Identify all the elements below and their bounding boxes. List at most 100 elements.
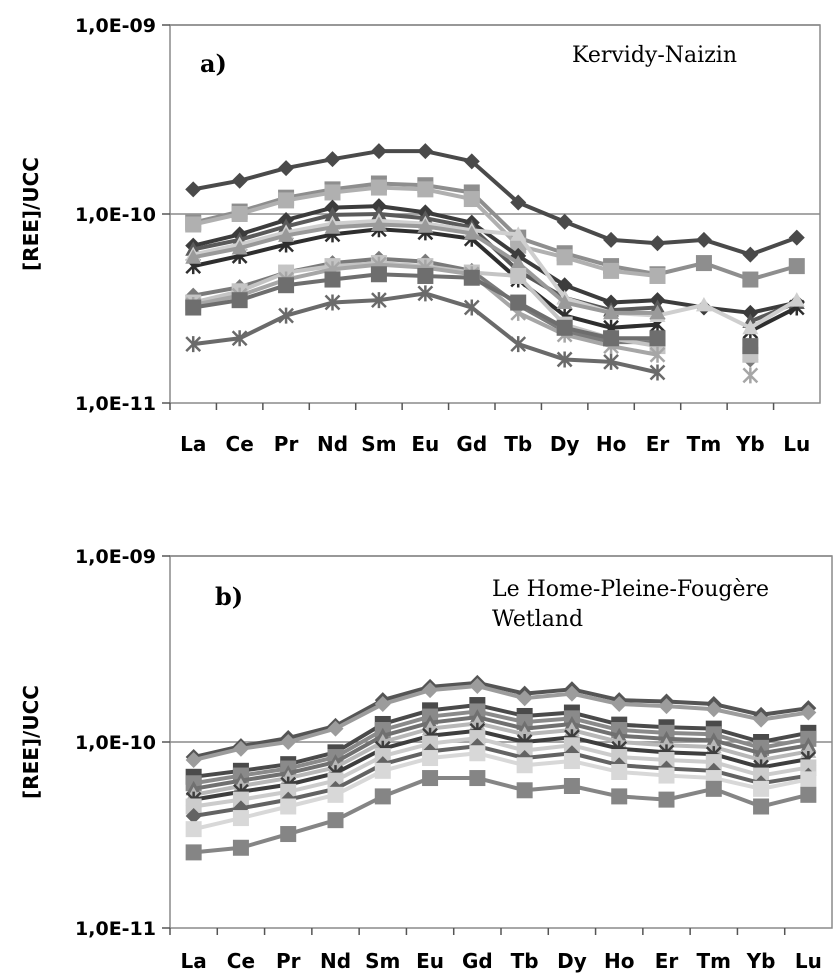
chart-a-data-point [463, 269, 480, 286]
chart-b-series-10 [185, 745, 817, 838]
chart-a-series-12 [185, 266, 759, 355]
chart-a-data-point [649, 267, 666, 284]
chart-a-data-point [417, 143, 434, 160]
chart-a-series-8 [185, 216, 666, 320]
chart-b-data-point [374, 748, 391, 765]
chart-b-data-point [705, 754, 722, 771]
chart-a-data-point [417, 285, 434, 302]
chart-a-data-point [788, 229, 805, 246]
chart-a-x-tick-label: Tb [504, 432, 532, 456]
chart-b-data-point [422, 682, 439, 699]
chart-a-data-point [463, 225, 480, 240]
chart-b-data-point [658, 791, 675, 808]
chart-b-y-tick-label: 1,0E-10 [75, 732, 156, 754]
chart-a-data-point [603, 262, 620, 279]
chart-a-data-point [371, 292, 387, 309]
chart-b-y-tick-label: 1,0E-09 [75, 546, 156, 568]
chart-b-x-tick-label: Gd [462, 949, 493, 973]
chart-a-data-point [278, 192, 295, 209]
chart-a-data-point [324, 206, 341, 222]
chart-a-data-point [603, 304, 620, 320]
chart-a-data-point [278, 160, 295, 177]
chart-a-data-point [510, 255, 527, 270]
chart-b-x-tick-label: Er [655, 949, 679, 973]
chart-b-data-point [469, 730, 486, 747]
chart-b-x-tick-label: Lu [795, 949, 822, 973]
chart-a-data-point [417, 181, 434, 198]
chart-a-data-point [278, 277, 295, 294]
chart-b-data-point [516, 757, 533, 774]
chart-a: 1,0E-11 1,0E-10 1,0E-09 La Ce Pr Nd Sm Eu Gd Tb Dy H… [19, 15, 821, 456]
chart-a-x-tick-label: Ho [596, 432, 626, 456]
chart-a-data-point [324, 184, 341, 201]
chart-a-data-point [417, 218, 434, 233]
chart-b-data-point [658, 698, 675, 715]
chart-a-data-point [231, 172, 248, 189]
chart-b-data-point [658, 752, 675, 769]
chart-b-series-line [193, 728, 809, 802]
chart-b-data-point [800, 786, 817, 803]
chart-b-x-tick-label: Tb [511, 949, 539, 973]
chart-a-x-tick-label: Yb [735, 432, 765, 456]
chart-a-data-point [278, 307, 294, 324]
chart-b-data-point [611, 696, 628, 713]
chart-a-x-tick-label: Tm [687, 432, 721, 456]
chart-b-data-point [185, 808, 202, 825]
chart-a-data-point [324, 271, 341, 288]
chart-a-x-tick-label: Sm [361, 432, 396, 456]
chart-b-x-tick-label: Ce [227, 949, 255, 973]
chart-b-data-point [327, 786, 344, 803]
chart-b-data-point [516, 690, 533, 707]
chart-a-data-point [231, 206, 248, 222]
chart-b-data-point [800, 704, 817, 721]
chart-a-data-point [556, 213, 573, 230]
chart-a-series-line [192, 149, 798, 257]
chart-a-y-axis-label: [REE]/UCC [19, 157, 43, 271]
chart-b-data-point [374, 762, 391, 779]
chart-b-x-tick-label: Dy [557, 949, 587, 973]
chart-a-data-point [788, 292, 805, 307]
chart-a-data-point [185, 181, 202, 198]
chart-b-x-tick-label: Eu [416, 949, 444, 973]
chart-a-data-point [742, 367, 759, 384]
chart-a-data-point [231, 330, 248, 347]
chart-b-site-annotation: Wetland [492, 607, 583, 632]
chart-a-data-point [603, 231, 620, 248]
chart-a-data-point [370, 179, 387, 196]
chart-b-data-point [185, 821, 202, 838]
chart-a-data-point [556, 294, 573, 309]
chart-b-data-point [185, 844, 202, 861]
chart-b-data-point [185, 752, 202, 769]
chart-b-y-axis-label: [REE]/UCC [19, 685, 43, 799]
chart-b-x-tick-label: Ho [604, 949, 634, 973]
chart-b-series-11 [185, 770, 817, 861]
chart-b-series-2 [185, 678, 817, 769]
chart-a-data-point [649, 364, 666, 381]
chart-a-x-tick-label: Eu [411, 432, 439, 456]
chart-a-data-point [510, 194, 527, 211]
chart-a-x-tick-label: La [180, 432, 206, 456]
chart-b-series-line [193, 715, 809, 791]
chart-b-data-point [611, 763, 628, 780]
chart-b-data-point [422, 770, 439, 787]
chart-a-series-3 [185, 179, 666, 284]
chart-a-data-point [649, 346, 666, 363]
chart-a-y-tick-label: 1,0E-11 [75, 393, 156, 415]
chart-b-y-tick-label: 1,0E-11 [75, 918, 156, 940]
chart-b-panel-label: b) [215, 582, 243, 611]
chart-b-data-point [658, 767, 675, 784]
chart-a-data-point [788, 258, 805, 275]
chart-b-x-tick-label: Nd [320, 949, 351, 973]
chart-a-x-tick-label: Er [646, 432, 670, 456]
chart-b-data-point [516, 782, 533, 799]
chart-a-data-point [370, 266, 387, 283]
chart-a-data-point [278, 227, 295, 242]
chart-b-data-point [232, 791, 249, 808]
chart-a-data-point [370, 216, 387, 231]
chart-a-data-point [603, 330, 620, 347]
chart-a-data-point [742, 246, 759, 263]
chart-a-data-point [742, 304, 759, 321]
chart-a-data-point [185, 216, 202, 233]
chart-a-data-point [463, 191, 480, 208]
chart-a-data-point [185, 336, 202, 353]
